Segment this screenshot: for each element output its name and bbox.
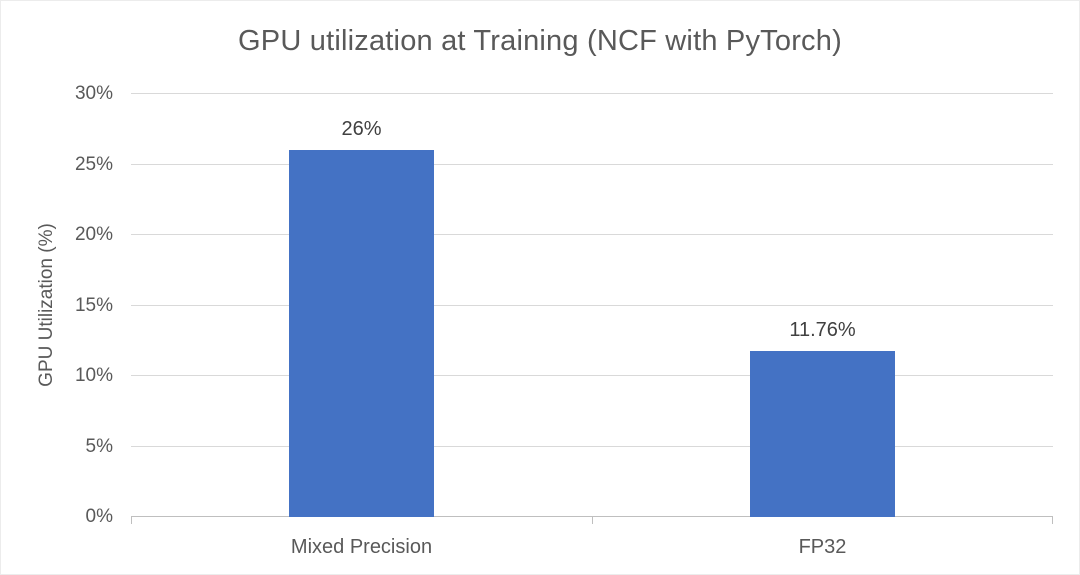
data-label-fp32: 11.76%	[789, 319, 856, 342]
x-category-label-fp32: FP32	[798, 536, 847, 558]
gridline-20%	[131, 234, 1053, 235]
x-axis-line	[131, 516, 1053, 517]
x-axis-tick	[1052, 517, 1053, 524]
gridline-5%	[131, 445, 1053, 447]
y-tick-label: 5%	[85, 435, 113, 457]
bar-mixed-precision	[289, 150, 434, 517]
gridline-15%	[131, 304, 1053, 306]
chart-title: GPU utilization at Training (NCF with Py…	[238, 25, 842, 57]
x-axis-tick	[592, 517, 593, 524]
y-tick-label: 20%	[74, 224, 113, 245]
data-label-mixed-precision: 26%	[341, 118, 382, 141]
y-tick-label: 15%	[74, 294, 113, 316]
y-tick-label: 0%	[85, 506, 113, 527]
gridline-30%	[131, 93, 1053, 94]
plot-area: 26% 11.76%	[131, 93, 1053, 524]
x-category-label-mixed-precision: Mixed Precision	[290, 536, 433, 558]
y-tick-label: 25%	[74, 153, 113, 175]
gridline-25%	[131, 163, 1053, 165]
y-tick-label: 10%	[74, 365, 113, 386]
x-axis-tick	[131, 517, 132, 524]
y-tick-label: 30%	[74, 83, 113, 104]
bar-fp32	[750, 351, 895, 517]
gridline-10%	[131, 375, 1053, 376]
